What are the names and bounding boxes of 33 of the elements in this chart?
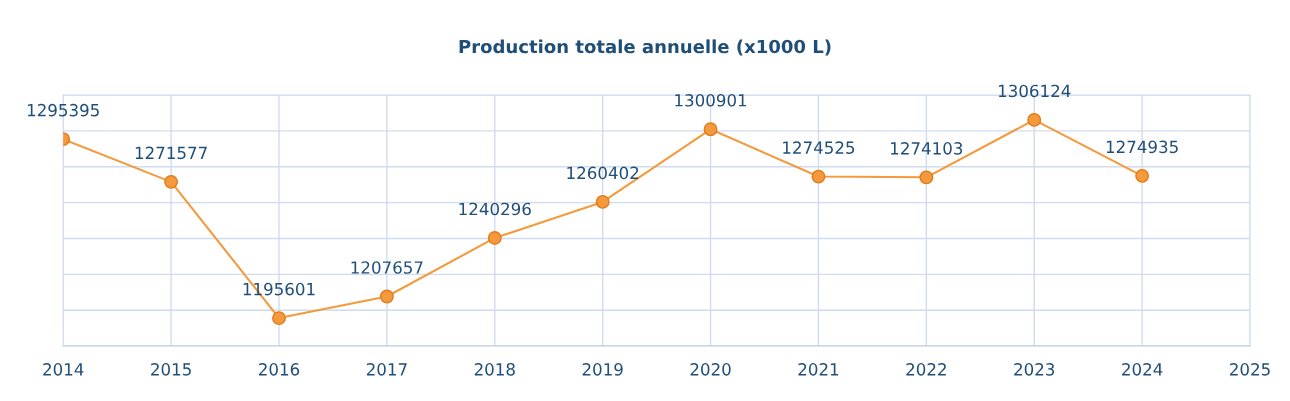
data-label: 1207657 (351, 261, 423, 274)
point (487, 231, 502, 245)
point (379, 289, 394, 304)
point (703, 122, 718, 137)
x-tick-label: 2016 (259, 363, 300, 376)
x-tick-label: 2015 (151, 363, 191, 376)
x-tick-label: 2019 (582, 363, 623, 376)
data-label: 1295395 (27, 103, 99, 117)
data-label: 1260402 (567, 166, 639, 180)
x-tick-label: 2014 (43, 363, 84, 376)
data-label: 1274103 (891, 142, 963, 155)
x-tick-label: 2023 (1014, 363, 1055, 376)
point (272, 311, 286, 326)
x-tick-label: 2018 (474, 363, 515, 376)
data-label: 1240296 (459, 202, 531, 216)
x-tick-label: 2017 (366, 363, 407, 376)
x-tick-label: 2020 (690, 363, 731, 376)
data-label: 1274935 (1106, 140, 1178, 154)
data-label: 1306124 (998, 84, 1071, 98)
point (919, 170, 934, 185)
data-label: 1271577 (135, 146, 207, 160)
point (164, 174, 179, 189)
point (811, 169, 826, 184)
chart-title: Production totale annuelle (x1000 L) (459, 39, 831, 56)
x-tick-label: 2021 (798, 363, 839, 376)
point (1135, 168, 1150, 183)
x-tick-label: 2022 (906, 363, 946, 376)
x-tick-label: 2025 (1230, 363, 1270, 376)
data-label: 1274525 (783, 141, 855, 154)
point (1027, 112, 1042, 127)
data-label: 1300901 (675, 94, 747, 107)
x-tick-label: 2024 (1122, 363, 1163, 376)
point (595, 194, 610, 209)
